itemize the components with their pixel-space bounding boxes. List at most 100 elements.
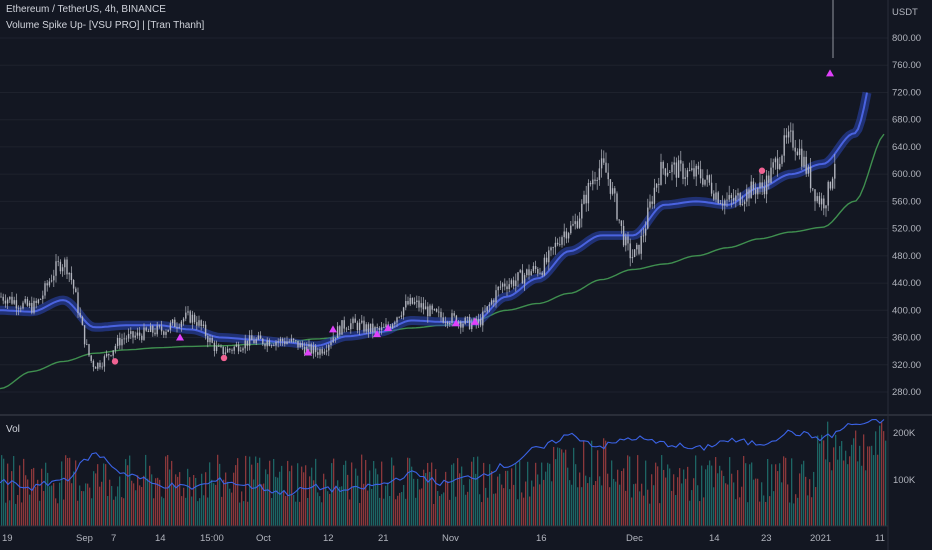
volume-bar — [807, 495, 809, 526]
volume-bar — [767, 458, 769, 526]
moving-average-band — [0, 91, 872, 351]
price-axis[interactable]: 800.00 760.00 720.00 680.00 640.00 600.00 560.… — [892, 33, 921, 398]
volume-bar — [869, 446, 871, 526]
candle-body — [581, 203, 583, 219]
volume-bar — [585, 475, 587, 526]
volume-bar — [647, 489, 649, 526]
volume-bar — [847, 464, 849, 526]
volume-bar — [319, 496, 321, 526]
candle-body — [235, 344, 238, 347]
candle-body — [541, 272, 543, 275]
volume-bar — [177, 476, 179, 526]
candlestick-series[interactable] — [0, 0, 836, 372]
volume-bar — [357, 475, 359, 526]
volume-bar — [67, 457, 69, 526]
volume-bar — [659, 503, 661, 526]
candle-body — [48, 281, 51, 286]
volume-bar — [297, 463, 299, 526]
candle-body — [484, 311, 486, 313]
volume-bar — [487, 497, 489, 526]
grid-lines — [0, 37, 888, 393]
candle-body — [402, 307, 405, 316]
candle-body — [224, 352, 227, 355]
volume-bar — [325, 479, 327, 526]
volume-bar — [65, 455, 67, 526]
candle-body — [664, 168, 667, 176]
volume-bar — [39, 500, 41, 526]
candle-body — [816, 196, 818, 202]
candle-body — [79, 313, 81, 317]
candle-body — [446, 322, 449, 325]
candle-body — [352, 318, 354, 324]
candle-body — [752, 181, 755, 190]
volume-bar — [241, 491, 243, 526]
candle-body — [741, 204, 744, 205]
candle-body — [823, 198, 825, 209]
candle-body — [477, 318, 480, 324]
volume-bar — [427, 462, 429, 526]
volume-bar — [83, 491, 85, 526]
volume-bar — [97, 464, 99, 526]
candle-body — [449, 322, 451, 325]
candle-body — [559, 244, 561, 246]
volume-bar — [529, 496, 531, 526]
candle-body — [697, 165, 700, 170]
volume-bar — [395, 499, 397, 526]
volume-bar — [779, 463, 781, 526]
volume-bar — [161, 496, 163, 526]
volume-bar — [421, 488, 423, 526]
volume-bar — [293, 494, 295, 526]
symbol-legend[interactable]: Ethereum / TetherUS, 4h, BINANCE — [6, 4, 166, 15]
volume-bar — [881, 422, 883, 526]
volume-bar — [173, 485, 175, 526]
volume-bar — [281, 465, 283, 526]
volume-bar — [437, 491, 439, 526]
time-tick-label: 15:00 — [200, 533, 224, 544]
volume-bar — [53, 483, 55, 526]
volume-ma-line — [0, 418, 885, 497]
volume-bar — [583, 440, 585, 526]
volume-bar — [845, 450, 847, 526]
volume-bar — [615, 481, 617, 526]
volume-bar — [243, 501, 245, 526]
volume-bar — [323, 473, 325, 526]
spike-dot-marker — [758, 167, 766, 174]
price-tick-label: 280.00 — [892, 387, 921, 398]
indicator-legend[interactable]: Volume Spike Up- [VSU PRO] | [Tran Thanh… — [6, 20, 205, 31]
volume-bar — [451, 464, 453, 526]
candle-body — [783, 135, 785, 156]
candle-body — [776, 158, 779, 169]
candle-body — [165, 331, 167, 335]
volume-bar — [531, 480, 533, 526]
candle-body — [534, 266, 537, 269]
candle-body — [466, 316, 469, 318]
candle-body — [818, 196, 821, 205]
volume-bar — [773, 491, 775, 526]
candle-body — [598, 168, 601, 180]
time-axis[interactable]: 19 Sep 7 14 15:00 Oct 12 21 Nov 16 Dec 14 23 2021 11 — [2, 533, 885, 544]
candle-body — [251, 335, 253, 341]
volume-bar — [91, 498, 93, 526]
candle-body — [299, 343, 301, 348]
candle-body — [101, 366, 103, 368]
volume-axis[interactable]: 200K 100K — [893, 428, 916, 486]
volume-bar — [7, 463, 9, 526]
volume-bar — [167, 454, 169, 526]
volume-bar — [117, 486, 119, 526]
volume-bar — [579, 472, 581, 526]
volume-bar — [453, 463, 455, 526]
candle-body — [721, 203, 724, 206]
volume-bar — [625, 490, 627, 526]
volume-legend[interactable]: Vol — [6, 424, 20, 435]
volume-bar — [305, 465, 307, 526]
candle-body — [125, 338, 128, 340]
candle-body — [611, 188, 614, 194]
volume-bar — [73, 471, 75, 526]
volume-bar — [245, 455, 247, 526]
candle-body — [642, 235, 645, 237]
candle-body — [504, 283, 506, 287]
candle-body — [20, 308, 22, 310]
candle-body — [339, 326, 341, 335]
volume-bar — [743, 455, 745, 526]
